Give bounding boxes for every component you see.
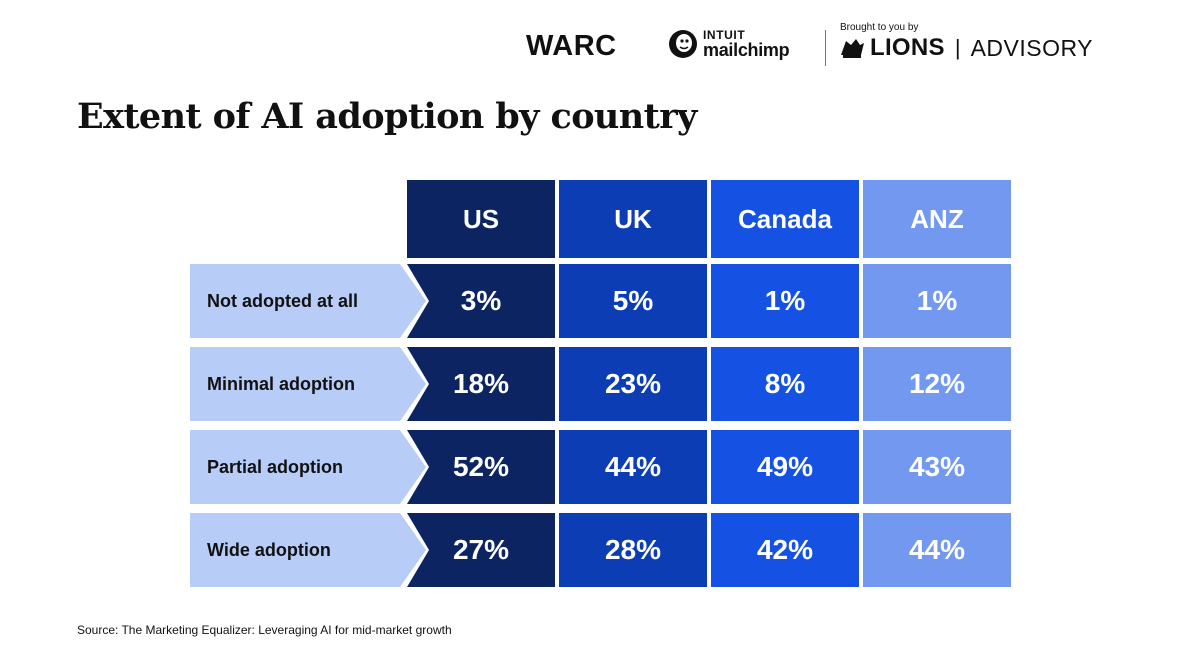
column-header-anz: ANZ bbox=[863, 180, 1011, 258]
lion-icon bbox=[841, 39, 864, 58]
table-cell-value: 3% bbox=[407, 264, 555, 338]
lions-separator: | bbox=[954, 35, 961, 60]
lions-wordmark: LIONS bbox=[870, 34, 945, 61]
row-label: Partial adoption bbox=[190, 430, 426, 504]
table-cell-value: 8% bbox=[711, 347, 859, 421]
table-cell-value: 44% bbox=[559, 430, 707, 504]
advisory-wordmark: ADVISORY bbox=[970, 34, 1094, 61]
row-label: Wide adoption bbox=[190, 513, 426, 587]
table-cell-value: 5% bbox=[559, 264, 707, 338]
table-cell-value: 28% bbox=[559, 513, 707, 587]
row-label: Minimal adoption bbox=[190, 347, 426, 421]
row-label: Not adopted at all bbox=[190, 264, 426, 338]
lions-advisory-logo: LIONS | ADVISORY bbox=[838, 34, 1093, 62]
table-cell-value: 18% bbox=[407, 347, 555, 421]
warc-logo: WARC bbox=[526, 30, 617, 62]
source-note: Source: The Marketing Equalizer: Leverag… bbox=[77, 623, 452, 637]
logo-divider bbox=[825, 30, 826, 66]
table-cell-value: 52% bbox=[407, 430, 555, 504]
mailchimp-logo: INTUIT mailchimp bbox=[668, 28, 790, 60]
column-header-us: US bbox=[407, 180, 555, 258]
brought-to-you-by: Brought to you by bbox=[840, 22, 919, 33]
intuit-wordmark: INTUIT bbox=[703, 28, 746, 42]
table-cell-value: 44% bbox=[863, 513, 1011, 587]
column-header-uk: UK bbox=[559, 180, 707, 258]
table-cell-value: 1% bbox=[711, 264, 859, 338]
table-cell-value: 43% bbox=[863, 430, 1011, 504]
table-cell-value: 27% bbox=[407, 513, 555, 587]
table-cell-value: 12% bbox=[863, 347, 1011, 421]
table-cell-value: 49% bbox=[711, 430, 859, 504]
mailchimp-wordmark: mailchimp bbox=[703, 40, 790, 60]
table-cell-value: 42% bbox=[711, 513, 859, 587]
table-cell-value: 23% bbox=[559, 347, 707, 421]
mailchimp-icon bbox=[669, 30, 697, 58]
page-title: Extent of AI adoption by country bbox=[77, 96, 697, 137]
table-cell-value: 1% bbox=[863, 264, 1011, 338]
column-header-canada: Canada bbox=[711, 180, 859, 258]
